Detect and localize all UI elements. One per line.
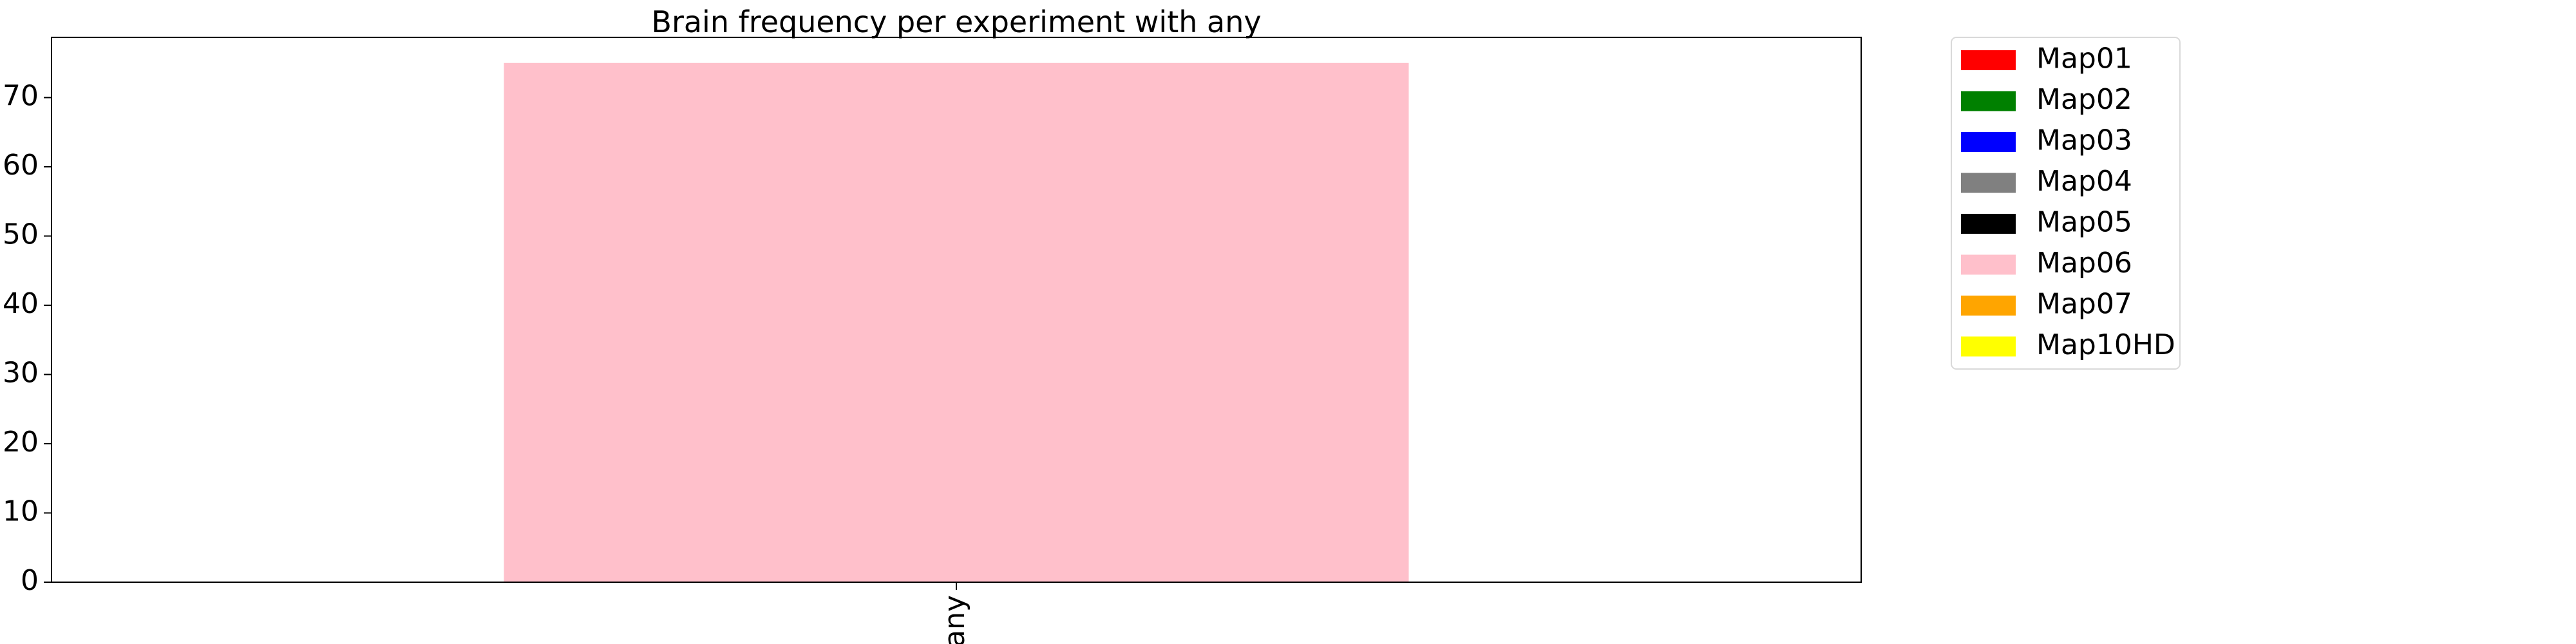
- y-axis: 0 10 20 30 40 50 60 70: [3, 80, 52, 597]
- x-axis: any: [938, 582, 971, 644]
- bar-map06: [504, 62, 1409, 583]
- legend-swatch-map07: [1961, 296, 2016, 316]
- legend-swatch-map02: [1961, 91, 2016, 111]
- legend-label-map03: Map03: [2036, 124, 2132, 157]
- y-tick-label: 10: [3, 495, 39, 528]
- y-tick-label: 50: [3, 218, 39, 251]
- chart-title: Brain frequency per experiment with any: [651, 5, 1261, 39]
- legend-items: Map01 Map02 Map03 Map04 Map05 Map06 Map07 Map10…: [1961, 43, 2175, 361]
- legend-label-map04: Map04: [2036, 165, 2132, 198]
- legend-swatch-map10hd: [1961, 336, 2016, 357]
- legend-label-map07: Map07: [2036, 288, 2132, 321]
- legend-swatch-map06: [1961, 254, 2016, 275]
- y-tick-label: 20: [3, 426, 39, 459]
- x-tick-label: any: [938, 595, 971, 644]
- legend-label-map06: Map06: [2036, 247, 2132, 279]
- y-tick-label: 70: [3, 80, 39, 113]
- legend-label-map10hd: Map10HD: [2036, 328, 2175, 361]
- legend-swatch-map03: [1961, 132, 2016, 152]
- legend-swatch-map01: [1961, 50, 2016, 70]
- legend-swatch-map04: [1961, 173, 2016, 193]
- legend-label-map02: Map02: [2036, 83, 2132, 116]
- legend-swatch-map05: [1961, 214, 2016, 234]
- y-tick-label: 40: [3, 287, 39, 320]
- y-tick-label: 0: [21, 564, 39, 597]
- bars-group: [504, 62, 1409, 583]
- legend-label-map05: Map05: [2036, 206, 2132, 239]
- legend: Map01 Map02 Map03 Map04 Map05 Map06 Map07 Map10…: [1951, 37, 2181, 370]
- y-tick-label: 60: [3, 149, 39, 182]
- legend-frame: [1951, 37, 2181, 370]
- y-tick-label: 30: [3, 357, 39, 390]
- legend-label-map01: Map01: [2036, 43, 2132, 75]
